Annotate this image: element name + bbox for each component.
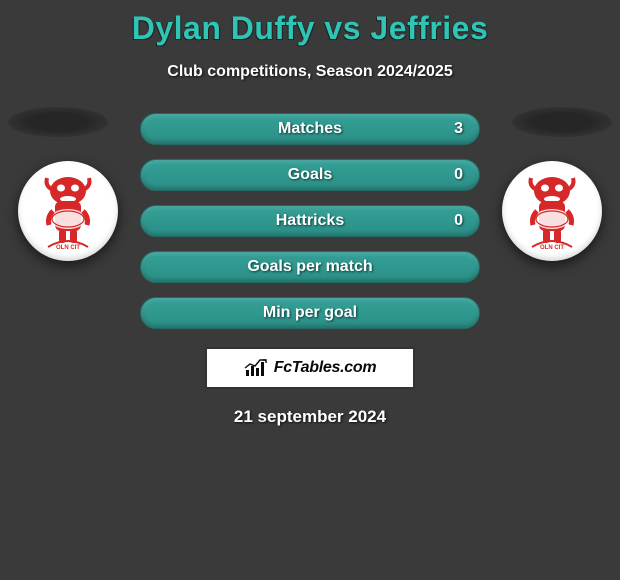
club-crest-icon: OLN CIT xyxy=(33,171,103,251)
stat-label: Matches xyxy=(278,120,342,138)
stat-row: Hattricks 0 xyxy=(140,205,480,237)
stat-row: Goals per match xyxy=(140,251,480,283)
player-badge-right: OLN CIT xyxy=(502,161,602,261)
stat-row: Goals 0 xyxy=(140,159,480,191)
stat-label: Min per goal xyxy=(263,304,357,322)
stat-label: Hattricks xyxy=(276,212,344,230)
fctables-watermark: FcTables.com xyxy=(205,347,415,389)
shadow-left xyxy=(8,107,108,137)
stat-label: Goals per match xyxy=(247,258,372,276)
page-title: Dylan Duffy vs Jeffries xyxy=(0,0,620,47)
stat-value: 0 xyxy=(454,212,463,230)
shadow-right xyxy=(512,107,612,137)
stat-row: Matches 3 xyxy=(140,113,480,145)
stat-label: Goals xyxy=(288,166,332,184)
club-crest-icon: OLN CIT xyxy=(517,171,587,251)
stat-row: Min per goal xyxy=(140,297,480,329)
svg-text:OLN CIT: OLN CIT xyxy=(540,245,564,251)
fctables-label: FcTables.com xyxy=(274,359,377,377)
player-badge-left: OLN CIT xyxy=(18,161,118,261)
date-label: 21 september 2024 xyxy=(10,407,610,427)
comparison-panel: OLN CIT OLN CIT Matches 3 Goals xyxy=(0,113,620,427)
bar-chart-icon xyxy=(244,358,268,378)
stat-value: 0 xyxy=(454,166,463,184)
subtitle: Club competitions, Season 2024/2025 xyxy=(0,63,620,81)
stat-value: 3 xyxy=(454,120,463,138)
svg-text:OLN CIT: OLN CIT xyxy=(56,245,80,251)
